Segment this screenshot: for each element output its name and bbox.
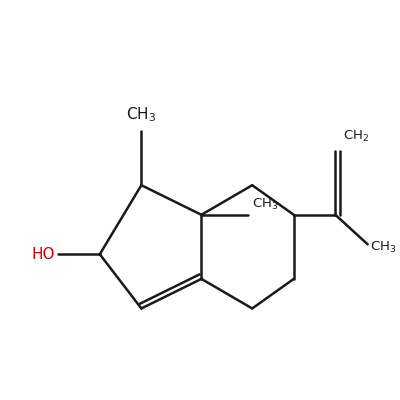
Text: CH$_2$: CH$_2$ — [343, 129, 369, 144]
Text: CH$_3$: CH$_3$ — [252, 197, 279, 212]
Text: HO: HO — [32, 247, 56, 262]
Text: CH$_3$: CH$_3$ — [370, 240, 397, 255]
Text: CH$_3$: CH$_3$ — [126, 105, 156, 124]
